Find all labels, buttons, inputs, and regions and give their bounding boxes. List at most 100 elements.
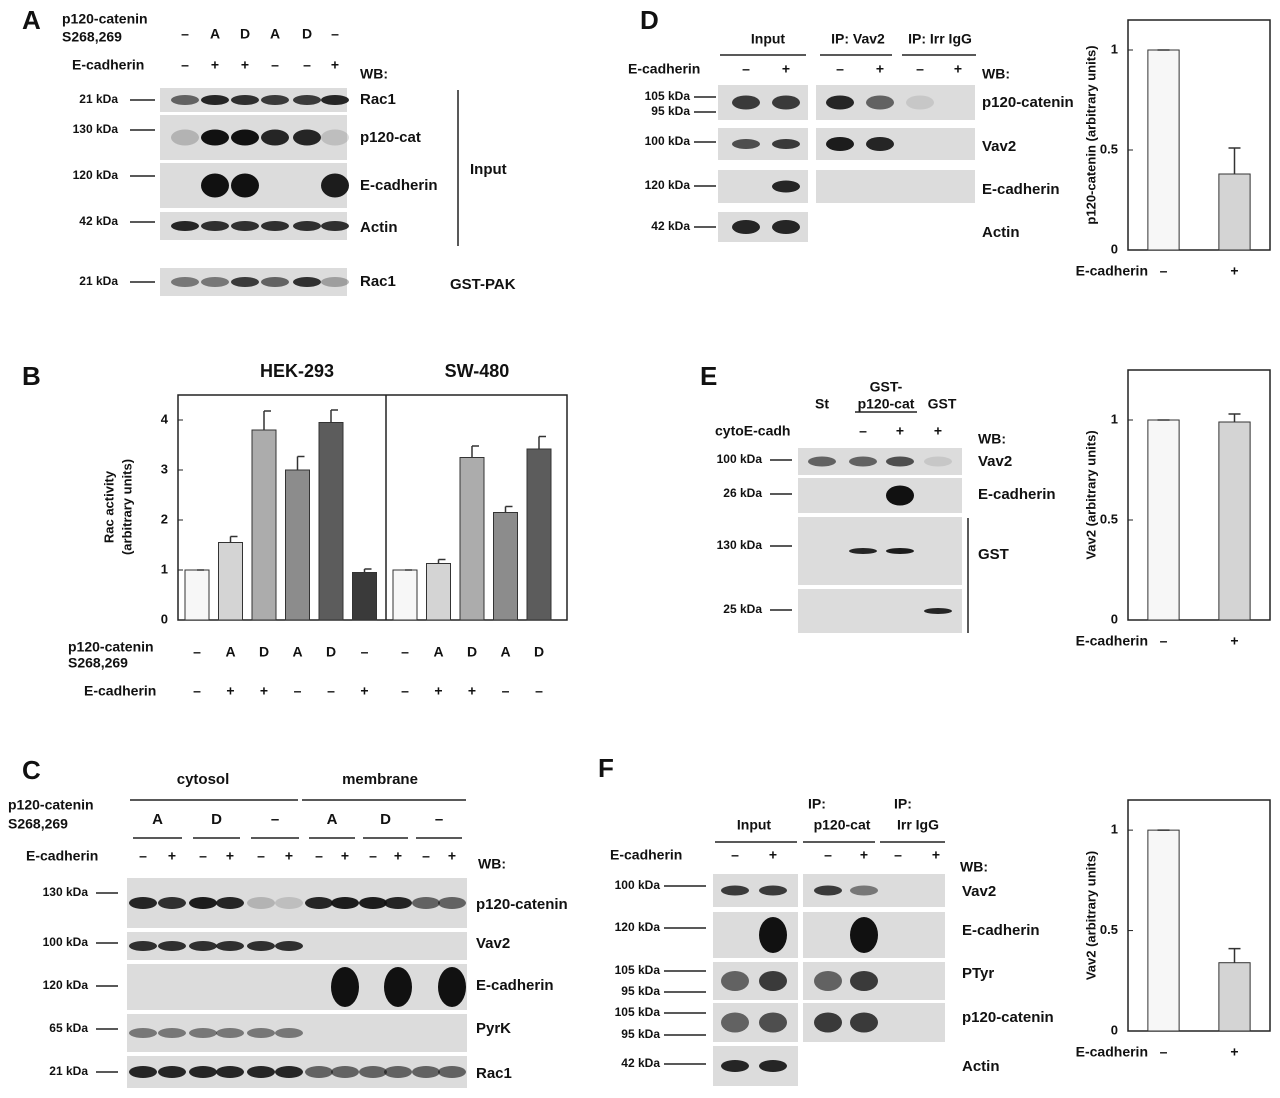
label: D [467,644,477,660]
plot-frame [1127,369,1271,621]
label: Rac1 [360,273,396,290]
label: cytoE-cadh [715,423,790,439]
label: IP: Vav2 [831,31,885,47]
blot-band [721,1060,749,1072]
label: – [193,644,201,660]
y-tick-label: 0.5 [1100,141,1118,156]
blot-band [849,456,877,467]
blot-band [866,137,894,151]
blot-band [850,1012,878,1033]
label: – [836,61,844,77]
blot-band [359,1066,387,1078]
y-tick-label: 2 [161,511,168,526]
blot-band [201,95,229,105]
y-tick-label: 0 [1111,241,1118,256]
label: – [401,644,409,660]
plot-frame [1127,19,1271,251]
blot-band [158,897,186,909]
label: Vav2 [978,453,1012,470]
label: 120 kDa [73,168,119,182]
label: p120-cat [858,396,915,412]
label: IP: Irr IgG [908,31,972,47]
label: + [260,683,268,699]
label: S268,269 [68,655,128,671]
plot-frame [1127,799,1271,1032]
label: E-cadherin [476,977,554,994]
blot-band [129,941,157,951]
label: + [860,847,868,863]
label: + [782,61,790,77]
blot-band [321,129,349,146]
label: Input [751,31,786,47]
label: E-cadherin [982,181,1060,198]
blot-band [189,897,217,909]
label: A [270,26,280,42]
label: 105 kDa [615,963,661,977]
blot-band [321,277,349,287]
blot-band [438,1066,466,1078]
label: – [181,26,189,42]
panel-letter: F [598,753,614,783]
label: – [193,683,201,699]
blot-band [331,967,359,1007]
blot-band [247,941,275,951]
label: WB: [360,66,388,82]
blot-band [331,1066,359,1078]
label: p120-catenin [982,94,1074,111]
label: Irr IgG [897,817,939,833]
blot-band [759,1012,787,1033]
label: D [259,644,269,660]
label: E-cadherin [72,57,144,73]
blot-band [216,1028,244,1038]
blot-band [384,897,412,909]
blot-band [129,1028,157,1038]
label: D [380,811,391,828]
label: 21 kDa [79,274,118,288]
label: + [934,423,942,439]
label: – [331,26,339,42]
label: GST-PAK [450,276,516,293]
blot-band [924,608,952,614]
label: p120-catenin [8,797,94,813]
blot-band [231,95,259,105]
y-tick-label: 1 [1111,41,1118,56]
label: E-cadherin [360,177,438,194]
label: – [742,61,750,77]
label: 130 kDa [717,538,763,552]
bar [392,569,418,621]
label: 100 kDa [717,452,763,466]
blot-band [129,1066,157,1078]
blot-band [438,897,466,909]
error-bar [1228,147,1241,174]
bar [459,457,485,621]
label: D [211,811,222,828]
label: membrane [342,771,418,788]
label: 130 kDa [73,122,119,136]
label: + [331,57,339,73]
label: Actin [962,1058,1000,1075]
label: 95 kDa [651,104,690,118]
y-tick-label: 0 [1111,611,1118,626]
blot-band [275,897,303,909]
error-bar [504,505,513,513]
label: – [327,683,335,699]
panel-letter: D [640,5,659,35]
blot-band [412,897,440,909]
bar [1147,419,1180,621]
blot-band [772,220,800,234]
y-tick-label: 1 [1111,822,1118,837]
blot-band [850,971,878,991]
label: p120-cat [814,817,871,833]
label: Actin [982,224,1020,241]
label: – [916,61,924,77]
label: 42 kDa [79,214,118,228]
label: Input [737,817,772,833]
blot-band [384,967,412,1007]
label: Rac1 [476,1065,512,1082]
label: 95 kDa [621,984,660,998]
error-bar [263,410,271,430]
blot-band [171,277,199,287]
error-bar [471,445,479,458]
blot-band [158,1028,186,1038]
